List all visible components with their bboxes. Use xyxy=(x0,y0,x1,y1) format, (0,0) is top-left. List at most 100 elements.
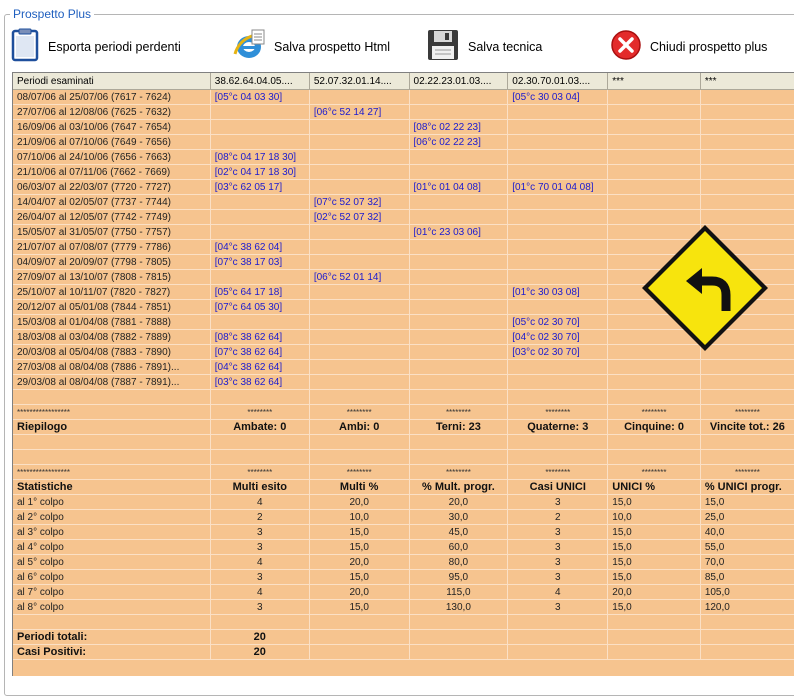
save-tech-button[interactable]: Salva tecnica xyxy=(426,28,542,66)
table-row[interactable]: 08/07/06 al 25/07/06 (7617 - 7624) [05°c … xyxy=(13,89,794,105)
export-label: Esporta periodi perdenti xyxy=(48,40,181,54)
results-grid[interactable]: Periodi esaminati 38.62.64.04.05.... 52.07… xyxy=(12,72,794,676)
table-row[interactable]: 20/03/08 al 05/04/08 (7883 - 7890) [07°c … xyxy=(13,344,794,360)
spacer-row[interactable] xyxy=(13,614,794,630)
stats-row-cell: 45,0 xyxy=(409,524,509,540)
table-row-cell: 26/04/07 al 12/05/07 (7742 - 7749) xyxy=(13,209,211,225)
stats-row[interactable]: al 6° colpo 3 15,0 95,0 3 15,0 85,0 xyxy=(13,569,794,585)
table-row[interactable]: 07/10/06 al 24/10/06 (7656 - 7663) [08°c … xyxy=(13,149,794,165)
totals-row[interactable]: Casi Positivi: 20 xyxy=(13,644,794,660)
stats-row-cell: 4 xyxy=(507,584,609,600)
spacer-row-cell xyxy=(210,449,310,465)
table-row-cell xyxy=(210,314,310,330)
stats-row-cell: 15,0 xyxy=(309,569,410,585)
table-row-cell: 14/04/07 al 02/05/07 (7737 - 7744) xyxy=(13,194,211,210)
spacer-row-cell xyxy=(13,614,211,630)
grid-header-row[interactable]: Periodi esaminati 38.62.64.04.05.... 52.07… xyxy=(13,73,794,90)
table-row-cell xyxy=(409,209,509,225)
ie-icon xyxy=(232,28,266,67)
summary-row-cell: Ambate: 0 xyxy=(210,419,310,435)
stats-row-cell: al 2° colpo xyxy=(13,509,211,525)
stats-row[interactable]: al 7° colpo 4 20,0 115,0 4 20,0 105,0 xyxy=(13,584,794,600)
spacer-row[interactable] xyxy=(13,389,794,405)
separator-row[interactable]: ***************** ******** ******** *******… xyxy=(13,464,794,480)
spacer-row[interactable] xyxy=(13,449,794,465)
stats-row-cell: 115,0 xyxy=(409,584,509,600)
stats-row-cell: 120,0 xyxy=(700,599,794,615)
table-row-cell: [03°c 62 05 17] xyxy=(210,179,310,195)
stats-row-cell: al 8° colpo xyxy=(13,599,211,615)
table-row-cell: [04°c 38 62 04] xyxy=(210,239,310,255)
table-row[interactable]: 21/09/06 al 07/10/06 (7649 - 7656) [06°c … xyxy=(13,134,794,150)
table-row[interactable]: 14/04/07 al 02/05/07 (7737 - 7744) [07°c … xyxy=(13,194,794,210)
separator-row-cell: ******** xyxy=(607,404,701,420)
totals-cell xyxy=(309,629,410,645)
stats-row-cell: 30,0 xyxy=(409,509,509,525)
stats-row[interactable]: al 8° colpo 3 15,0 130,0 3 15,0 120,0 xyxy=(13,599,794,615)
summary-row-cell: Terni: 23 xyxy=(409,419,509,435)
close-button[interactable]: Chiudi prospetto plus xyxy=(610,28,767,66)
totals-row[interactable]: Periodi totali: 20 xyxy=(13,629,794,645)
summary-row-cell: Ambi: 0 xyxy=(309,419,410,435)
table-row[interactable]: 27/03/08 al 08/04/08 (7886 - 7891)... [04… xyxy=(13,359,794,375)
stats-row[interactable]: al 5° colpo 4 20,0 80,0 3 15,0 70,0 xyxy=(13,554,794,570)
table-row[interactable]: 29/03/08 al 08/04/08 (7887 - 7891)... [03… xyxy=(13,374,794,390)
stats-row-cell: 55,0 xyxy=(700,539,794,555)
stats-row[interactable]: al 2° colpo 2 10,0 30,0 2 10,0 25,0 xyxy=(13,509,794,525)
stats-row-cell: 15,0 xyxy=(309,539,410,555)
stats-header-row[interactable]: Statistiche Multi esito Multi %% Mult. pro… xyxy=(13,479,794,495)
separator-row[interactable]: ***************** ******** ******** *******… xyxy=(13,404,794,420)
spacer-row-cell xyxy=(700,614,794,630)
spacer-row-cell xyxy=(309,389,410,405)
stats-row-cell: 15,0 xyxy=(607,494,701,510)
table-row-cell xyxy=(409,254,509,270)
table-row[interactable]: 16/09/06 al 03/10/06 (7647 - 7654) [08°c … xyxy=(13,119,794,135)
stats-row-cell: 70,0 xyxy=(700,554,794,570)
table-row-cell: 21/09/06 al 07/10/06 (7649 - 7656) xyxy=(13,134,211,150)
stats-row[interactable]: al 1° colpo 4 20,0 20,0 3 15,0 15,0 xyxy=(13,494,794,510)
table-row-cell: [06°c 52 01 14] xyxy=(309,269,410,285)
save-html-button[interactable]: Salva prospetto Html xyxy=(232,28,390,66)
table-row[interactable]: 27/07/06 al 12/08/06 (7625 - 7632) [06°c … xyxy=(13,104,794,120)
stats-row-cell: 3 xyxy=(507,494,609,510)
separator-row-cell: ******** xyxy=(210,404,310,420)
summary-row[interactable]: Riepilogo Ambate: 0 Ambi: 0 Terni: 23 Quater… xyxy=(13,419,794,435)
totals-cell: Periodi totali: xyxy=(13,629,211,645)
stats-header-row-cell: % Mult. progr. xyxy=(409,479,509,495)
table-row-cell xyxy=(210,104,310,120)
table-row[interactable]: 18/03/08 al 03/04/08 (7882 - 7889) [08°c … xyxy=(13,329,794,345)
stats-row-cell: 3 xyxy=(507,554,609,570)
table-row-cell: [05°c 04 03 30] xyxy=(210,89,310,105)
table-row-cell xyxy=(309,239,410,255)
stats-row-cell: 40,0 xyxy=(700,524,794,540)
table-row[interactable]: 26/04/07 al 12/05/07 (7742 - 7749) [02°c … xyxy=(13,209,794,225)
separator-row-cell: ******** xyxy=(409,464,509,480)
stats-row-cell: 130,0 xyxy=(409,599,509,615)
table-row-cell xyxy=(607,374,701,390)
table-row-cell xyxy=(309,179,410,195)
stats-row-cell: 10,0 xyxy=(309,509,410,525)
table-row[interactable]: 15/05/07 al 31/05/07 (7750 - 7757) [01°c … xyxy=(13,224,794,240)
stats-row-cell: 15,0 xyxy=(607,569,701,585)
table-row-cell xyxy=(507,224,609,240)
totals-cell xyxy=(700,629,794,645)
table-row[interactable]: 15/03/08 al 01/04/08 (7881 - 7888) [05°c … xyxy=(13,314,794,330)
stats-row[interactable]: al 3° colpo 3 15,0 45,0 3 15,0 40,0 xyxy=(13,524,794,540)
table-row-cell: [08°c 04 17 18 30] xyxy=(210,149,310,165)
spacer-row[interactable] xyxy=(13,434,794,450)
export-button[interactable]: Esporta periodi perdenti xyxy=(10,28,181,66)
stats-row-cell: 3 xyxy=(507,524,609,540)
table-row[interactable]: 21/10/06 al 07/11/06 (7662 - 7669) [02°c … xyxy=(13,164,794,180)
stats-header-row-cell: Multi esito xyxy=(210,479,310,495)
table-row[interactable]: 06/03/07 al 22/03/07 (7720 - 7727) [03°c … xyxy=(13,179,794,195)
table-row-cell: 15/05/07 al 31/05/07 (7750 - 7757) xyxy=(13,224,211,240)
separator-row-cell: ******** xyxy=(607,464,701,480)
table-row-cell xyxy=(309,284,410,300)
spacer-row-cell xyxy=(309,449,410,465)
spacer-row-cell xyxy=(409,434,509,450)
table-row-cell: 18/03/08 al 03/04/08 (7882 - 7889) xyxy=(13,329,211,345)
stats-row[interactable]: al 4° colpo 3 15,0 60,0 3 15,0 55,0 xyxy=(13,539,794,555)
table-row-cell xyxy=(507,134,609,150)
table-row-cell: 29/03/08 al 08/04/08 (7887 - 7891)... xyxy=(13,374,211,390)
totals-cell xyxy=(507,644,609,660)
